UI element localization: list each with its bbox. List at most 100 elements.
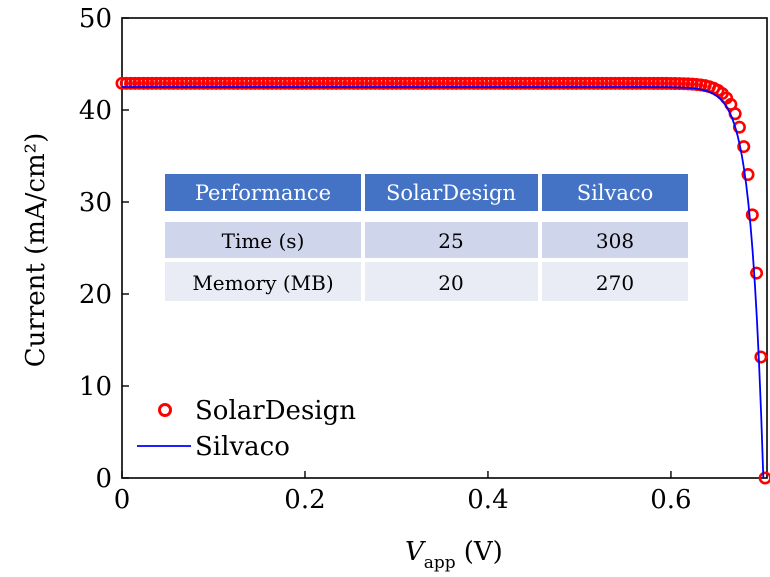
solardesign-point: [239, 76, 253, 90]
solardesign-point: [574, 76, 588, 90]
solardesign-point: [321, 76, 335, 90]
solardesign-point: [484, 76, 498, 90]
solardesign-point: [582, 76, 596, 90]
solardesign-point: [385, 76, 399, 90]
solardesign-point: [141, 76, 155, 90]
solardesign-point: [334, 76, 348, 90]
solardesign-point: [557, 76, 571, 90]
solardesign-point: [274, 76, 288, 90]
solardesign-point: [591, 76, 605, 90]
solardesign-point: [115, 76, 129, 90]
solardesign-point: [655, 76, 669, 90]
silvaco-line: [122, 86, 765, 479]
y-tick-label: 10: [79, 372, 112, 402]
solardesign-point: [509, 76, 523, 90]
solardesign-point: [642, 76, 656, 90]
solardesign-point: [329, 76, 343, 90]
solardesign-point: [342, 76, 356, 90]
solardesign-point: [171, 76, 185, 90]
solardesign-point: [179, 76, 193, 90]
solardesign-point: [578, 76, 592, 90]
solardesign-point: [166, 76, 180, 90]
solardesign-point: [162, 76, 176, 90]
solardesign-point: [145, 76, 159, 90]
solardesign-point: [411, 76, 425, 90]
solardesign-point: [454, 76, 468, 90]
solardesign-point: [196, 76, 210, 90]
solardesign-point: [441, 76, 455, 90]
solardesign-point: [124, 76, 138, 90]
y-tick-label: 30: [79, 188, 112, 218]
solardesign-point: [325, 76, 339, 90]
table-header-cell: [365, 174, 538, 211]
solardesign-point: [389, 76, 403, 90]
x-tick-label: 0.4: [467, 485, 508, 515]
x-axis-title-sub: app: [424, 553, 456, 573]
solardesign-point: [587, 76, 601, 90]
solardesign-point: [308, 76, 322, 90]
solardesign-point: [428, 76, 442, 90]
solardesign-point: [381, 76, 395, 90]
solardesign-point: [514, 76, 528, 90]
solardesign-point: [407, 76, 421, 90]
solardesign-point: [209, 76, 223, 90]
table-header-solardesign: SolarDesign: [386, 181, 516, 205]
solardesign-point: [458, 76, 472, 90]
solardesign-point: [522, 76, 536, 90]
x-axis-title-main: V: [405, 537, 426, 567]
solardesign-point: [415, 76, 429, 90]
table-cell: [365, 222, 538, 258]
solardesign-point: [737, 140, 751, 154]
x-axis-ticks: 0 0.2 0.4 0.6: [114, 471, 692, 515]
solardesign-point: [741, 168, 755, 182]
y-tick-label: 20: [79, 280, 112, 310]
legend-solardesign-label: SolarDesign: [195, 396, 356, 426]
solardesign-point: [660, 76, 674, 90]
solardesign-point: [402, 76, 416, 90]
legend: SolarDesign Silvaco: [137, 396, 356, 462]
y-axis-title: Current (mA/cm²): [21, 133, 51, 367]
table-cell: [542, 222, 688, 258]
solardesign-point: [492, 76, 506, 90]
solardesign-point: [351, 76, 365, 90]
solardesign-point: [621, 76, 635, 90]
y-tick-label: 50: [79, 4, 112, 34]
solardesign-point: [505, 76, 519, 90]
solardesign-point: [462, 76, 476, 90]
solardesign-point: [312, 76, 326, 90]
plot-frame: [121, 17, 768, 479]
solardesign-point: [299, 76, 313, 90]
table-header-cell: [542, 174, 688, 211]
solardesign-point: [449, 76, 463, 90]
solardesign-point: [269, 76, 283, 90]
solardesign-point: [750, 266, 764, 280]
solardesign-point: [681, 77, 695, 91]
table-header-cell: [165, 174, 361, 211]
solardesign-point: [424, 76, 438, 90]
solardesign-point: [565, 76, 579, 90]
solardesign-point: [544, 76, 558, 90]
table-row2-label: Memory (MB): [192, 271, 333, 295]
solardesign-point: [347, 76, 361, 90]
solardesign-point: [192, 76, 206, 90]
solardesign-point: [501, 76, 515, 90]
solardesign-point: [432, 76, 446, 90]
solardesign-point: [235, 76, 249, 90]
solardesign-point: [291, 76, 305, 90]
solardesign-point: [231, 76, 245, 90]
solardesign-point: [372, 76, 386, 90]
solardesign-point: [201, 76, 215, 90]
solardesign-point: [745, 208, 759, 222]
solardesign-point: [467, 76, 481, 90]
solardesign-series: [115, 76, 770, 485]
solardesign-point: [552, 76, 566, 90]
solardesign-point: [535, 76, 549, 90]
solardesign-point: [668, 77, 682, 91]
solardesign-point: [226, 76, 240, 90]
solardesign-point: [488, 76, 502, 90]
solardesign-point: [261, 76, 275, 90]
solardesign-point: [278, 76, 292, 90]
solardesign-point: [634, 76, 648, 90]
solardesign-point: [295, 76, 309, 90]
solardesign-point: [252, 76, 266, 90]
